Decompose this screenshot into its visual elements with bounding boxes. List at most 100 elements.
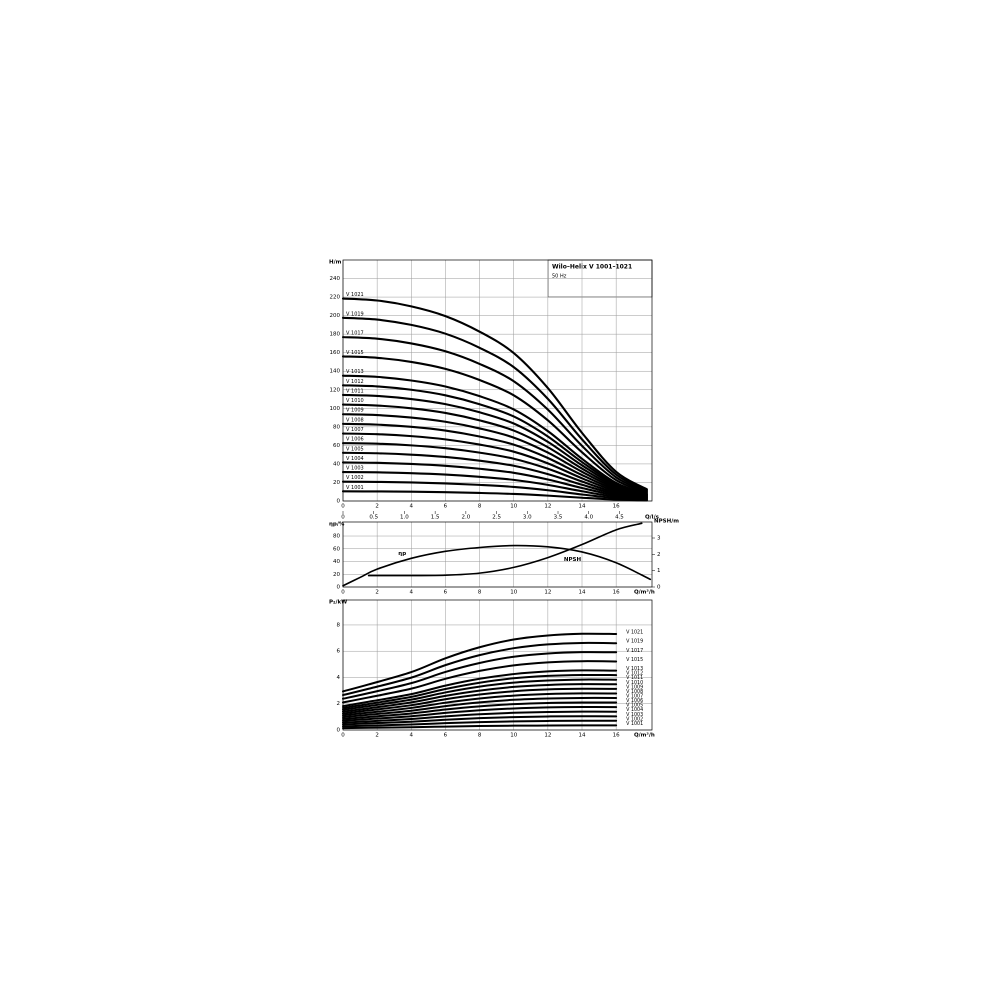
series-line <box>342 724 618 730</box>
series-line <box>342 683 618 713</box>
series-line <box>341 471 648 501</box>
x-axis-label: Q/m³/h <box>634 589 655 596</box>
x2-tick-label: 2.5 <box>492 515 501 521</box>
plot-frame <box>342 259 653 502</box>
y-tick-label: 180 <box>330 332 341 338</box>
y-tick-label: 80 <box>333 534 340 540</box>
series-line <box>341 422 648 498</box>
x-tick-label: 10 <box>510 504 517 510</box>
series-label: V 1009 <box>346 408 364 414</box>
x2-tick-label: 0 <box>341 515 345 521</box>
x-tick-label: 0 <box>341 504 345 510</box>
y2-tick-label: 1 <box>657 568 661 574</box>
x-tick-label: 8 <box>478 504 482 510</box>
x-tick-label: 6 <box>444 504 448 510</box>
series-label: V 1013 <box>626 666 643 672</box>
x2-tick-label: 1.5 <box>431 515 440 521</box>
plot-frame <box>342 599 653 731</box>
series-line <box>341 432 648 499</box>
series-line <box>342 651 618 700</box>
series-line <box>342 706 618 722</box>
x-tick-label: 8 <box>478 590 482 596</box>
y-tick-label: 120 <box>330 387 341 393</box>
series-label: V 1002 <box>626 716 643 722</box>
x-tick-label: 10 <box>510 733 517 739</box>
series-label: V 1005 <box>626 703 643 709</box>
series-line <box>341 403 648 497</box>
y-tick-label: 40 <box>333 559 340 565</box>
series-label: V 1017 <box>346 331 364 337</box>
series-line <box>342 641 618 697</box>
y-tick-label: 2 <box>337 701 341 707</box>
series-line <box>342 692 618 717</box>
x-tick-label: 12 <box>544 733 551 739</box>
series-label: V 1003 <box>346 466 364 472</box>
y-tick-label: 20 <box>333 572 340 578</box>
x-tick-label: 16 <box>613 504 620 510</box>
series-line <box>342 544 652 587</box>
series-line <box>342 710 618 724</box>
y-tick-label: 20 <box>333 480 340 486</box>
series-line <box>341 336 648 493</box>
series-label: V 1007 <box>346 427 364 433</box>
y-tick-label: 80 <box>333 424 340 430</box>
y-tick-label: 160 <box>330 350 341 356</box>
plot-frame <box>342 521 653 588</box>
x-tick-label: 14 <box>579 733 586 739</box>
y-tick-label: 4 <box>337 675 341 681</box>
series-line <box>342 673 618 709</box>
curve-label: ηp <box>398 551 406 557</box>
x2-axis-label: Q/l/s <box>645 515 660 521</box>
series-line <box>342 687 618 715</box>
x2-tick-label: 3.5 <box>554 515 563 521</box>
series-label: V 1011 <box>346 388 364 394</box>
series-line <box>342 715 618 726</box>
series-label: V 1002 <box>346 475 364 481</box>
y-axis-label: H/m <box>329 260 342 266</box>
y-tick-label: 100 <box>330 406 341 412</box>
series-line <box>341 374 648 495</box>
x-tick-label: 12 <box>544 590 551 596</box>
series-line <box>341 384 648 496</box>
x-tick-label: 12 <box>544 504 551 510</box>
chart-title: Wilo–Helix V 1001–1021 <box>552 264 632 271</box>
x-tick-label: 6 <box>444 733 448 739</box>
x-tick-label: 4 <box>410 504 414 510</box>
series-line <box>341 451 648 500</box>
series-label: V 1019 <box>346 311 364 317</box>
y2-tick-label: 0 <box>657 585 661 591</box>
x2-tick-label: 0.5 <box>369 515 378 521</box>
series-label: V 1012 <box>346 379 364 385</box>
series-line <box>342 696 618 719</box>
y-tick-label: 8 <box>337 622 341 628</box>
y-axis-label: ηp/% <box>329 522 345 528</box>
x-tick-label: 10 <box>510 590 517 596</box>
series-label: V 1005 <box>346 446 364 452</box>
x2-tick-label: 4.0 <box>584 515 593 521</box>
series-line <box>342 660 618 704</box>
series-line <box>342 678 618 711</box>
x-tick-label: 14 <box>579 590 586 596</box>
series-label: V 1021 <box>346 292 364 298</box>
series-label: V 1001 <box>346 485 364 491</box>
y2-tick-label: 3 <box>657 536 661 542</box>
y2-axis-label: NPSH/m <box>654 519 679 525</box>
series-line <box>342 632 618 693</box>
series-label: V 1008 <box>626 689 643 695</box>
curve-label: NPSH <box>564 557 582 563</box>
series-label: V 1004 <box>346 456 364 462</box>
series-label: V 1010 <box>346 398 364 404</box>
series-label: V 1006 <box>626 698 643 704</box>
series-line <box>341 297 648 491</box>
y-tick-label: 240 <box>330 276 341 282</box>
series-line <box>342 719 618 728</box>
series-label: V 1019 <box>626 639 643 645</box>
x2-tick-label: 1.0 <box>400 515 409 521</box>
x-tick-label: 4 <box>410 590 414 596</box>
x2-tick-label: 3.0 <box>523 515 532 521</box>
series-label: V 1010 <box>626 680 643 686</box>
series-label: V 1012 <box>626 671 643 677</box>
series-line <box>341 490 648 502</box>
